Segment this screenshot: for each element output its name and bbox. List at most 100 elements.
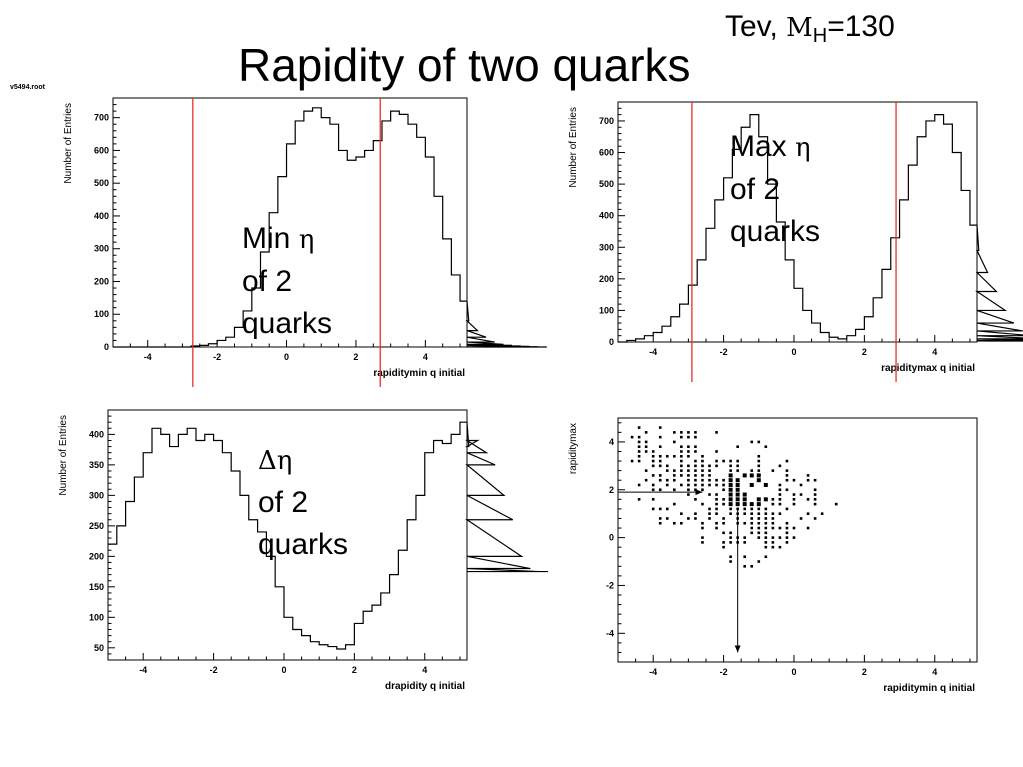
- scatter-point: [694, 478, 697, 482]
- scatter-point: [658, 517, 662, 520]
- scatter-point: [673, 474, 676, 477]
- x-axis-label: rapiditymin q initial: [373, 368, 465, 379]
- scatter-point: [708, 483, 711, 487]
- scatter-point: [680, 521, 683, 525]
- mass-subscript: H: [812, 25, 828, 47]
- scatter-point: [701, 526, 704, 530]
- delta-eta-note: Δη of 2 quarks: [258, 440, 348, 566]
- scatter-point: [778, 502, 782, 506]
- y-tick-label: 300: [94, 244, 109, 254]
- scatter-point: [771, 517, 775, 520]
- y-tick-label: 400: [89, 429, 104, 439]
- scatter-point: [771, 536, 775, 539]
- scatter-point: [743, 555, 747, 559]
- scatter-point: [715, 521, 718, 525]
- y-tick-label: 50: [94, 643, 104, 653]
- scatter-point: [757, 512, 761, 515]
- scatter-point: [778, 493, 782, 496]
- scatter-point: [757, 507, 761, 511]
- scatter-point: [757, 536, 761, 539]
- scatter-point: [785, 459, 789, 463]
- scatter-point: [680, 483, 683, 487]
- scatter-point: [701, 469, 704, 472]
- x-tick-label: 4: [422, 665, 427, 675]
- scatter-point: [651, 498, 655, 501]
- y-tick-label: -2: [606, 580, 614, 590]
- scatter-point: [722, 517, 725, 520]
- scatter-point: [764, 445, 768, 449]
- scatter-point: [694, 469, 697, 472]
- scatter-point: [728, 487, 733, 492]
- scatter-point: [757, 531, 761, 535]
- scatter-point: [728, 482, 733, 487]
- scatter-point: [785, 474, 789, 477]
- scatter-point: [665, 507, 669, 511]
- scatter-point: [701, 502, 704, 506]
- scatter-point: [785, 478, 789, 482]
- scatter-point: [729, 541, 732, 544]
- min-note-word: Min: [242, 222, 299, 255]
- scatter-point: [813, 493, 817, 496]
- scatter-point: [651, 464, 655, 468]
- y-tick-label: 200: [89, 551, 104, 561]
- scatter-point: [771, 541, 775, 544]
- scatter-point: [687, 517, 690, 520]
- scatter-point: [708, 469, 711, 472]
- scatter-point: [771, 512, 775, 515]
- scatter-point: [771, 545, 775, 549]
- scatter-point: [651, 507, 655, 511]
- scatter-point: [806, 526, 810, 530]
- scatter-point: [736, 445, 739, 449]
- scatter-point: [687, 469, 690, 472]
- y-tick-label: 700: [94, 113, 109, 123]
- scatter-point: [708, 517, 711, 520]
- scatter-point: [756, 473, 761, 478]
- scatter-point: [764, 512, 768, 515]
- scatter-point: [708, 478, 711, 482]
- scatter-point: [651, 450, 655, 453]
- scatter-point: [637, 459, 641, 463]
- scatter-point: [715, 459, 718, 463]
- scatter-point: [806, 512, 810, 515]
- y-tick-label: 600: [599, 148, 614, 158]
- x-axis-label: rapiditymin q initial: [883, 683, 975, 694]
- scatter-point: [750, 565, 754, 568]
- scatter-point: [658, 445, 662, 449]
- x-tick-label: 2: [353, 352, 358, 362]
- scatter-point: [735, 502, 740, 507]
- scatter-point: [799, 483, 803, 487]
- scatter-point: [708, 493, 711, 496]
- scatter-point: [715, 498, 718, 501]
- y-tick-label: 100: [599, 305, 614, 315]
- scatter-point: [651, 459, 655, 463]
- scatter-point: [658, 478, 662, 482]
- scatter-point: [722, 478, 725, 482]
- scatter-point: [771, 498, 775, 501]
- y-tick-label: 0: [609, 337, 614, 347]
- delta-eta-symbol: Δη: [258, 446, 293, 476]
- scatter-point: [637, 454, 641, 458]
- y-tick-label: 100: [89, 612, 104, 622]
- x-tick-label: 0: [791, 347, 796, 357]
- scatter-point: [736, 469, 739, 472]
- scatter-point: [722, 531, 725, 535]
- scatter-point: [756, 502, 761, 507]
- max-note-word: Max: [730, 130, 796, 163]
- scatter-point: [637, 440, 641, 444]
- scatter-point: [806, 498, 810, 501]
- scatter-point: [764, 541, 768, 544]
- scatter-point: [729, 560, 732, 563]
- y-tick-label: 4: [609, 437, 614, 447]
- scatter-point: [701, 474, 704, 477]
- scatter-point: [694, 459, 697, 463]
- scatter-point: [742, 497, 747, 502]
- scatter-point: [750, 521, 754, 525]
- scatter-point: [694, 450, 697, 453]
- scatter-point: [743, 565, 747, 568]
- scatter-point: [757, 560, 761, 563]
- scatter-point: [694, 445, 697, 449]
- x-tick-label: 0: [281, 665, 286, 675]
- scatter-point: [722, 488, 725, 492]
- file-tag: v5494.root: [10, 84, 46, 91]
- scatter-point: [637, 498, 641, 501]
